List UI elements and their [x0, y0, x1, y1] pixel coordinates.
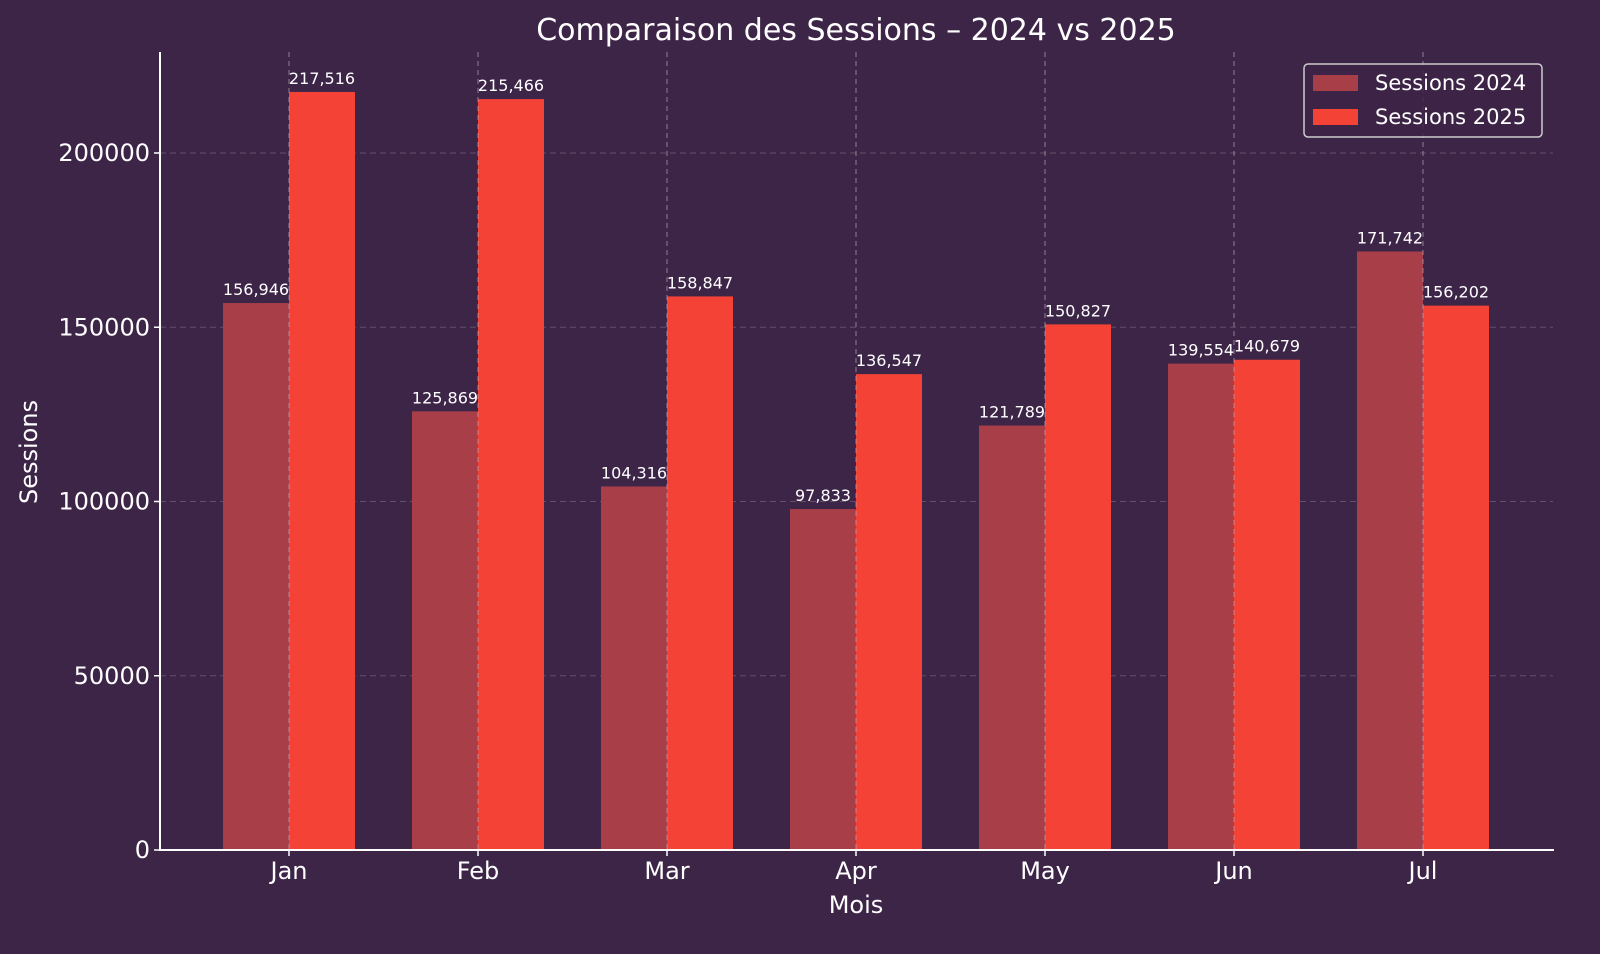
y-axis-label: Sessions: [15, 400, 43, 504]
data-label: 97,833: [795, 486, 851, 505]
bar-sessions-2024-jun: [1168, 363, 1234, 850]
data-labels: 156,946 217,516 125,869 215,466 104,316 158,8…: [223, 52, 1489, 850]
x-tick-label: Mar: [644, 857, 689, 885]
x-tick-label: Feb: [457, 857, 500, 885]
bar-sessions-2025-may: [1045, 324, 1111, 850]
data-label: 125,869: [412, 388, 478, 407]
y-tick-label: 0: [135, 836, 150, 864]
y-tick-label: 200000: [58, 139, 150, 167]
data-label: 104,316: [601, 463, 667, 482]
data-label: 139,554: [1168, 341, 1234, 360]
bar-sessions-2025-jan: [289, 91, 355, 851]
legend-box: [1303, 63, 1543, 138]
grid-lines: [160, 152, 1553, 677]
x-tick-label: Jan: [269, 857, 308, 885]
x-tick-label: Jul: [1407, 857, 1438, 885]
legend-label-2024: Sessions 2024: [1375, 71, 1526, 95]
data-label: 158,847: [667, 273, 733, 292]
chart-title: Comparaison des Sessions – 2024 vs 2025: [536, 13, 1176, 48]
bars: [223, 91, 1489, 851]
data-label: 121,789: [979, 403, 1045, 422]
bar-sessions-2025-jul: [1423, 305, 1489, 851]
data-label: 150,827: [1045, 301, 1111, 320]
legend-label-2025: Sessions 2025: [1375, 105, 1526, 129]
bar-sessions-2025-feb: [478, 99, 544, 850]
y-tick-label: 100000: [58, 488, 150, 516]
x-tick-label: Apr: [835, 857, 877, 885]
x-tick-label: Jun: [1213, 857, 1253, 885]
data-label: 217,516: [289, 69, 355, 88]
y-tick-label: 150000: [58, 313, 150, 341]
legend-swatch-2025: [1313, 109, 1358, 125]
data-label: 171,742: [1357, 228, 1423, 247]
y-ticks: 0 50000 100000 150000 200000: [58, 139, 160, 864]
bar-sessions-2025-apr: [856, 374, 922, 850]
bar-sessions-2024-may: [979, 425, 1045, 850]
x-axis-label: Mois: [829, 891, 884, 919]
data-label: 136,547: [856, 351, 922, 370]
x-ticks: Jan Feb Mar Apr May Jun Jul: [269, 850, 1438, 885]
data-label: 215,466: [478, 76, 544, 95]
data-label: 156,202: [1423, 283, 1489, 302]
data-label: 140,679: [1234, 337, 1300, 356]
bar-sessions-2025-jun: [1234, 359, 1300, 850]
bar-sessions-2024-jan: [223, 303, 289, 850]
data-label: 156,946: [223, 280, 289, 299]
bar-sessions-2024-mar: [601, 486, 667, 850]
legend: Sessions 2024 Sessions 2025: [1303, 63, 1543, 138]
bar-sessions-2024-jul: [1357, 251, 1423, 850]
bar-sessions-2024-apr: [790, 509, 856, 850]
x-tick-label: May: [1020, 857, 1070, 885]
y-tick-label: 50000: [74, 662, 150, 690]
bar-sessions-2024-feb: [412, 411, 478, 850]
legend-swatch-2024: [1313, 75, 1358, 91]
bar-sessions-2025-mar: [667, 296, 733, 850]
